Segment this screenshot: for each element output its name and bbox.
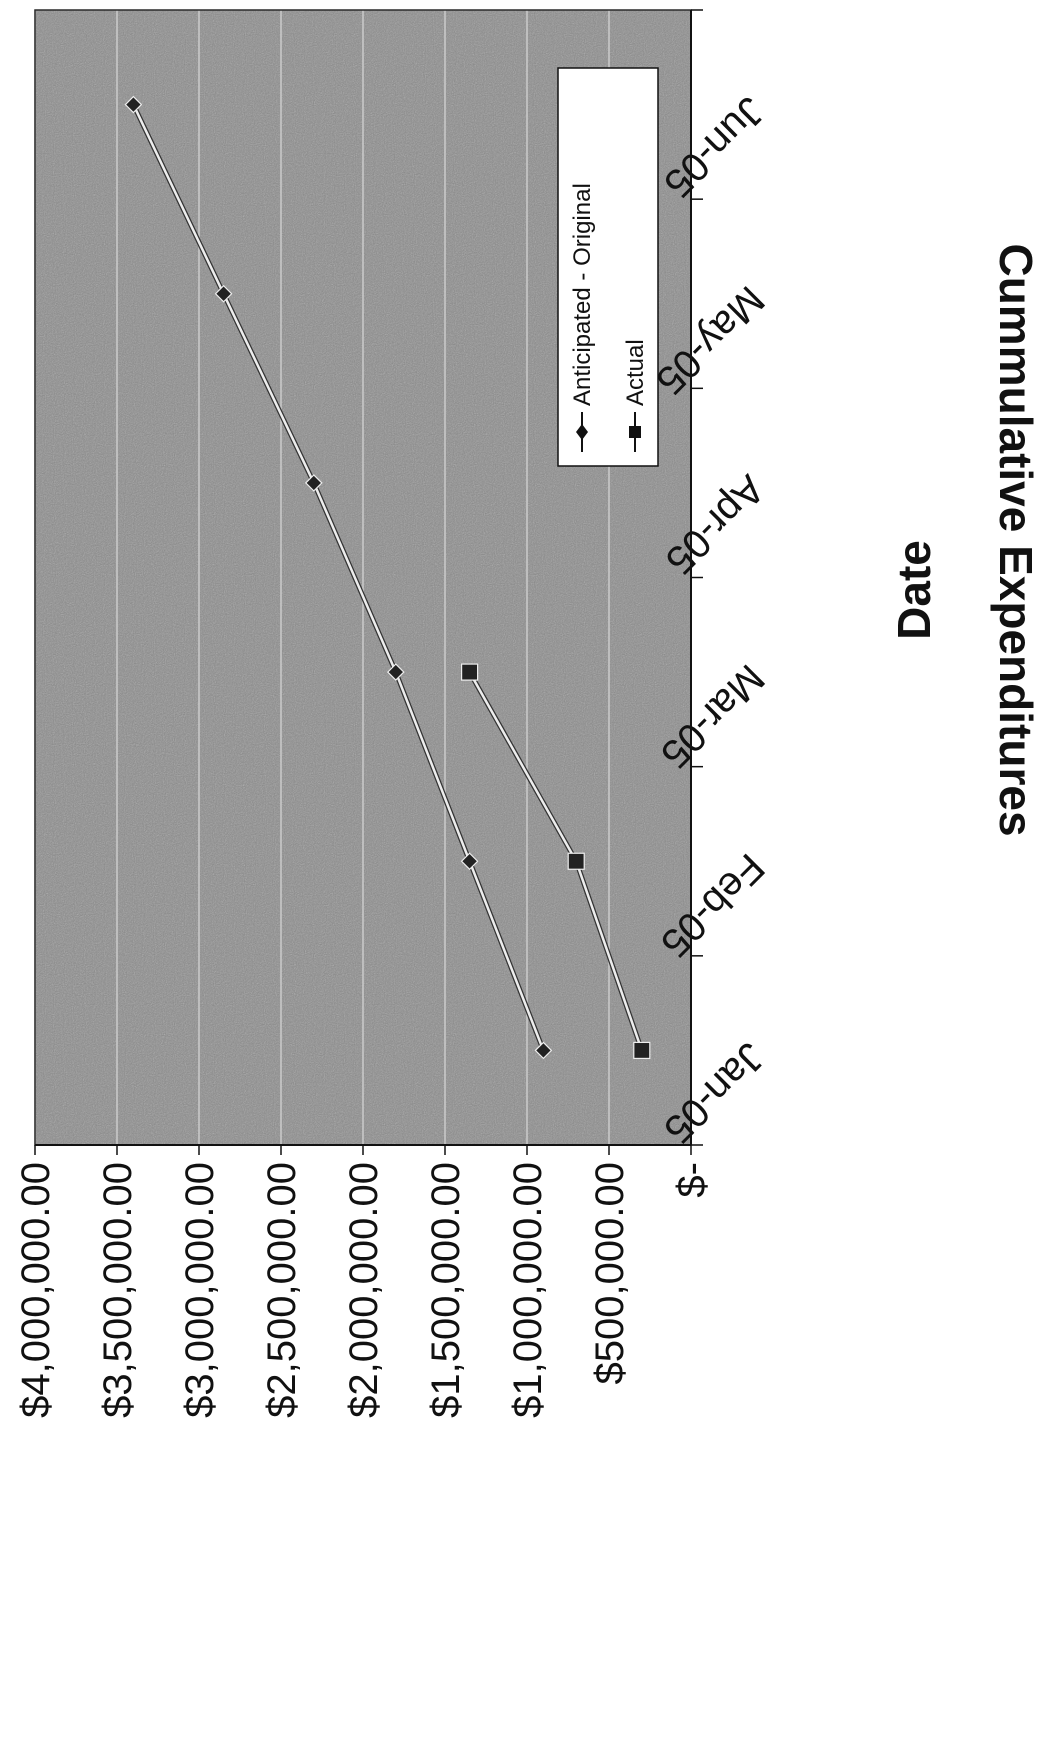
value-tick-label: $-: [670, 1162, 714, 1198]
data-point: [460, 852, 479, 871]
series-group: [124, 95, 651, 1060]
y-axis-title: Cummulative Expenditures: [990, 243, 1039, 836]
value-tick-label: $3,000,000.00: [178, 1162, 222, 1418]
data-point: [534, 1041, 553, 1060]
legend-box: [557, 67, 659, 467]
data-point: [461, 663, 479, 681]
value-tick-label: $2,500,000.00: [260, 1162, 304, 1418]
data-point: [124, 95, 143, 114]
series-actual: [461, 663, 651, 1060]
value-tick-label: $3,500,000.00: [96, 1162, 140, 1418]
value-tick-label: $1,000,000.00: [506, 1162, 550, 1418]
data-point: [304, 474, 323, 492]
legend: Anticipated - Original Actual: [557, 67, 659, 467]
data-point: [567, 852, 585, 870]
data-point: [214, 284, 233, 303]
value-tick-label: $2,000,000.00: [342, 1162, 386, 1418]
legend-entry: Actual: [622, 339, 649, 452]
legend-entry: Anticipated - Original: [569, 183, 596, 452]
x-axis-title: Date: [888, 540, 940, 640]
value-tick-label: $500,000.00: [588, 1162, 632, 1384]
legend-label: Anticipated - Original: [569, 183, 596, 406]
data-point: [386, 663, 405, 681]
legend-label: Actual: [622, 339, 649, 406]
series-anticipated: [124, 95, 553, 1060]
axes: [34, 9, 703, 1155]
legend-marker: [629, 426, 641, 438]
legend-marker: [576, 424, 588, 440]
value-tick-label: $1,500,000.00: [424, 1162, 468, 1418]
series-line: [132, 104, 545, 1051]
data-point: [633, 1041, 651, 1060]
value-tick-label: $4,000,000.00: [14, 1162, 58, 1418]
